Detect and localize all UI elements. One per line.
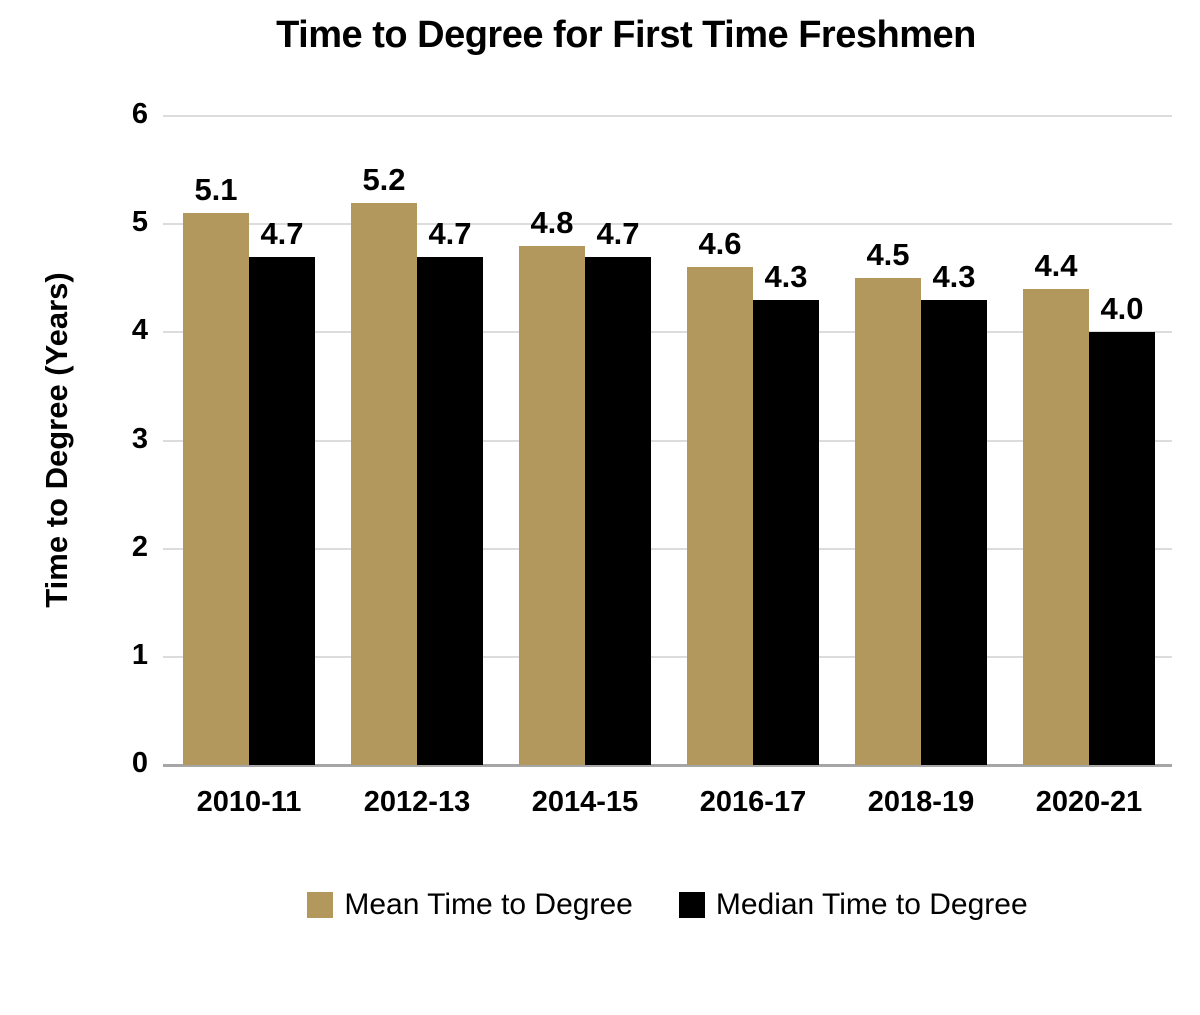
bar-label-mean: 5.2 bbox=[362, 161, 406, 197]
bar-mean bbox=[1023, 289, 1089, 765]
legend-label: Mean Time to Degree bbox=[344, 888, 633, 921]
y-tick-label: 6 bbox=[131, 98, 148, 131]
bar-label-mean: 4.8 bbox=[530, 204, 574, 240]
bar-label-mean: 4.5 bbox=[866, 237, 910, 273]
legend-label: Median Time to Degree bbox=[715, 888, 1028, 921]
bar-label-median: 4.7 bbox=[596, 215, 640, 251]
x-tick-label: 2014-15 bbox=[531, 786, 639, 818]
y-tick-label: 1 bbox=[131, 639, 148, 672]
bar-label-median: 4.7 bbox=[260, 215, 304, 251]
plot-area: 5.1 4.7 5.2 4.7 4.8 4.7 4.6 4.3 4.5 4.3 4.4 4.0 bbox=[163, 115, 1172, 767]
bar-median bbox=[753, 299, 819, 765]
y-tick-label: 4 bbox=[131, 314, 148, 347]
bar-median bbox=[1089, 332, 1155, 765]
legend-swatch bbox=[678, 892, 705, 918]
gridline bbox=[163, 439, 1172, 442]
legend: Mean Time to Degree Median Time to Degree bbox=[163, 888, 1172, 922]
bar-label-mean: 5.1 bbox=[194, 172, 238, 208]
x-tick-label: 2012-13 bbox=[363, 786, 471, 818]
bar-mean bbox=[183, 213, 249, 765]
x-tick-label: 2020-21 bbox=[1035, 786, 1143, 818]
legend-item-median: Median Time to Degree bbox=[678, 888, 1028, 922]
bar-mean bbox=[687, 267, 753, 765]
bar-label-median: 4.3 bbox=[764, 258, 808, 294]
gridline bbox=[163, 223, 1172, 226]
bar-label-mean: 4.6 bbox=[698, 226, 742, 262]
gridline bbox=[163, 115, 1172, 117]
bar-median bbox=[585, 256, 651, 765]
bar-label-median: 4.3 bbox=[932, 258, 976, 294]
x-tick-label: 2010-11 bbox=[196, 786, 302, 818]
bar-label-mean: 4.4 bbox=[1034, 248, 1078, 284]
y-tick-label: 5 bbox=[131, 206, 148, 239]
legend-swatch bbox=[307, 892, 334, 918]
gridline bbox=[163, 547, 1172, 550]
bar-mean bbox=[855, 278, 921, 765]
chart-title: Time to Degree for First Time Freshmen bbox=[276, 14, 976, 56]
y-tick-label: 2 bbox=[131, 530, 148, 563]
legend-item-mean: Mean Time to Degree bbox=[307, 888, 633, 922]
gridline bbox=[163, 331, 1172, 334]
x-tick-label: 2018-19 bbox=[867, 786, 975, 818]
x-axis-ticks: 2010-11 2012-13 2014-15 2016-17 2018-19 2020-… bbox=[163, 786, 1172, 826]
bar-label-median: 4.0 bbox=[1100, 291, 1144, 327]
bar-median bbox=[417, 256, 483, 765]
y-axis-ticks: 0 1 2 3 4 5 6 bbox=[0, 98, 148, 779]
bar-label-median: 4.7 bbox=[428, 215, 472, 251]
x-tick-label: 2016-17 bbox=[699, 786, 807, 818]
bar-median bbox=[921, 299, 987, 765]
bar-mean bbox=[519, 245, 585, 765]
x-axis-line bbox=[163, 764, 1172, 767]
bar-median bbox=[249, 256, 315, 765]
y-tick-label: 0 bbox=[131, 747, 148, 780]
bar-mean bbox=[351, 202, 417, 765]
y-tick-label: 3 bbox=[131, 422, 148, 455]
gridline bbox=[163, 655, 1172, 658]
